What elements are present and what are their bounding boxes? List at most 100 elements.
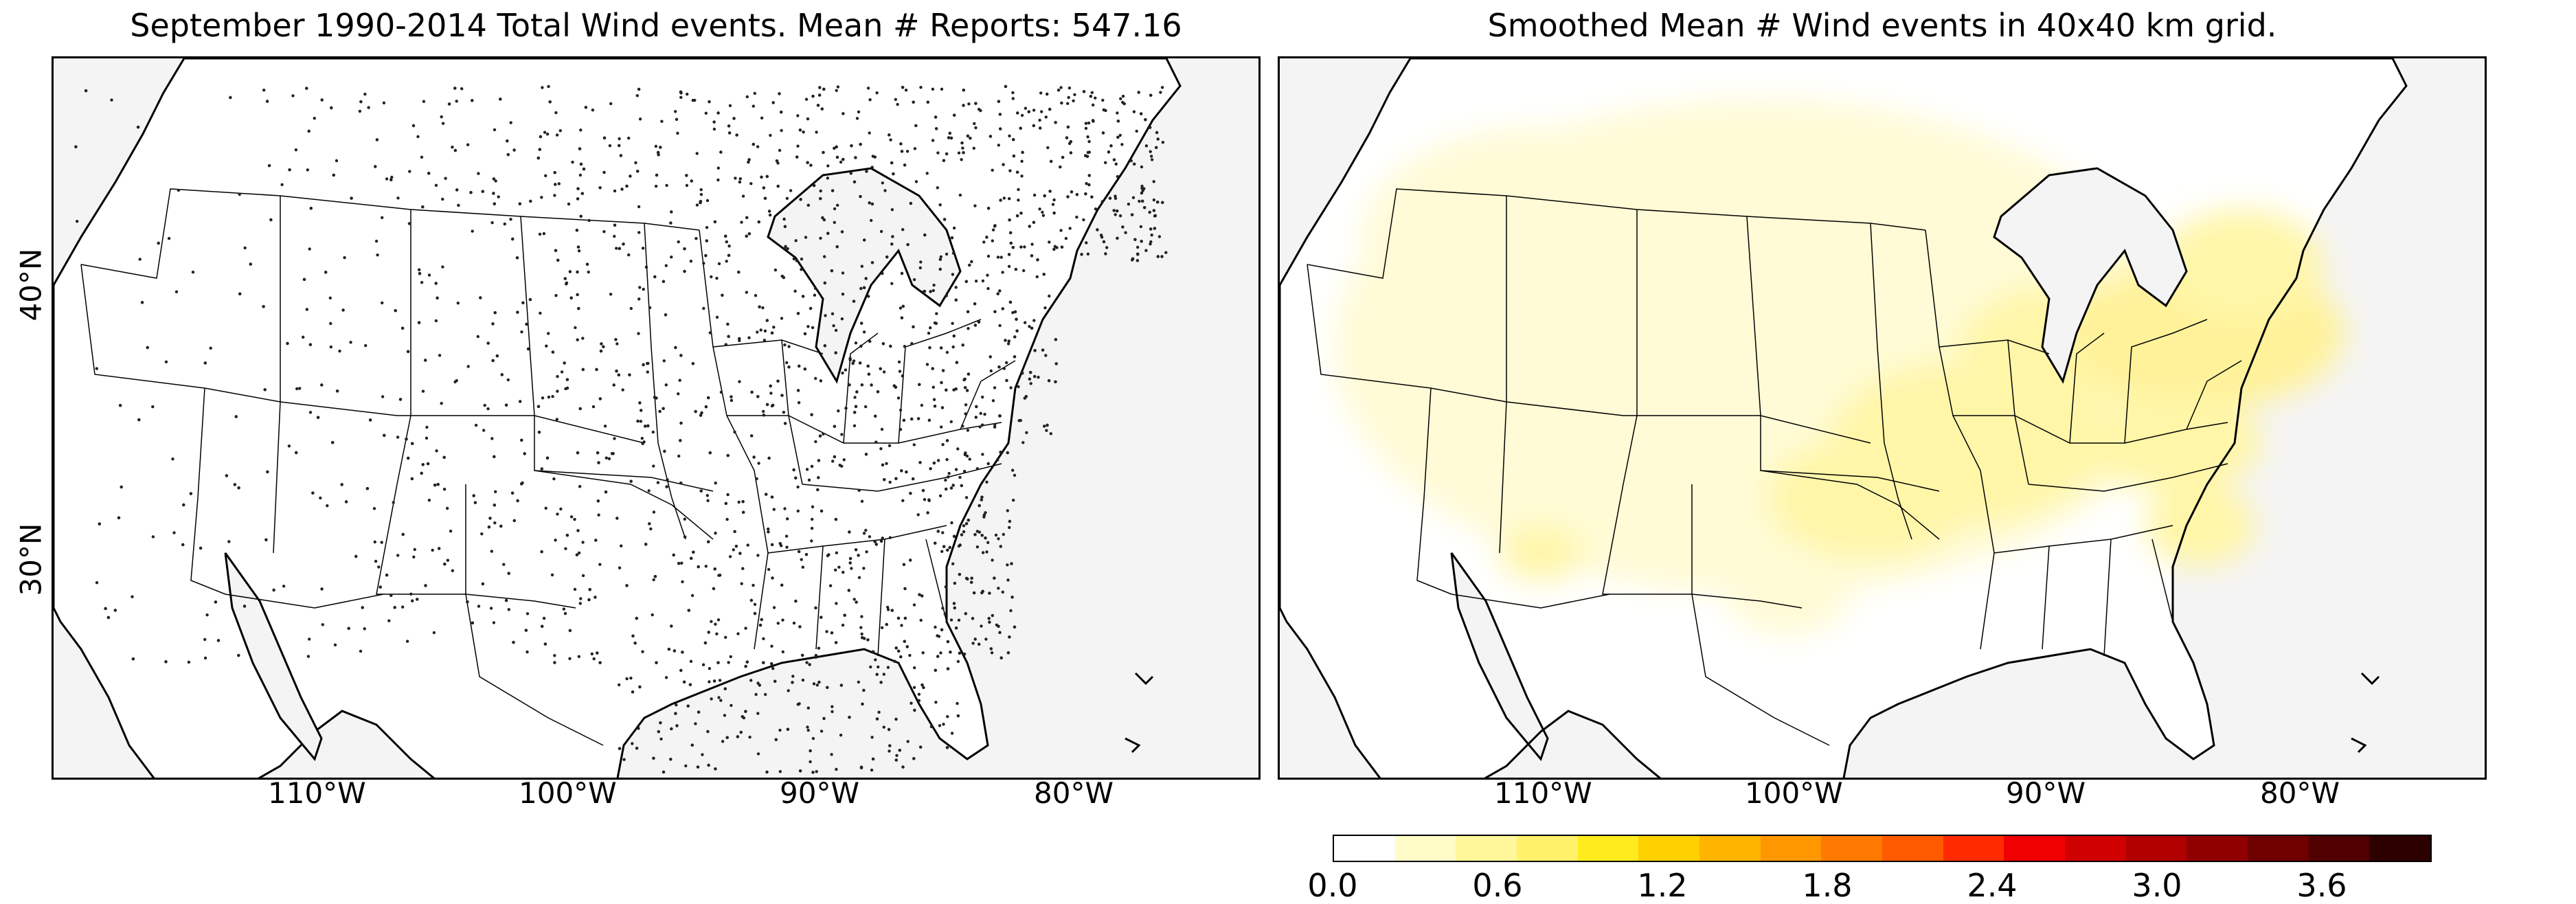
wind-report-point — [1008, 197, 1011, 201]
wind-report-point — [868, 131, 871, 135]
wind-report-point — [942, 545, 946, 548]
wind-report-point — [941, 369, 945, 372]
wind-report-point — [609, 102, 613, 106]
wind-report-point — [575, 553, 579, 556]
wind-report-point — [359, 649, 363, 653]
wind-report-point — [1109, 144, 1113, 148]
wind-report-point — [1048, 107, 1052, 111]
wind-report-point — [511, 237, 515, 241]
wind-report-point — [1112, 158, 1116, 161]
wind-report-point — [736, 632, 740, 635]
wind-report-point — [882, 370, 886, 374]
wind-report-point — [98, 522, 101, 526]
wind-report-point — [894, 385, 898, 389]
wind-report-point — [407, 222, 411, 225]
wind-report-point — [568, 270, 572, 273]
wind-report-point — [796, 144, 800, 148]
wind-report-point — [888, 133, 891, 137]
wind-report-point — [892, 172, 895, 176]
wind-report-point — [699, 192, 703, 196]
wind-report-point — [205, 613, 209, 617]
wind-report-point — [859, 142, 862, 146]
wind-report-point — [748, 735, 752, 739]
wind-report-point — [364, 343, 368, 348]
wind-report-point — [770, 495, 774, 499]
wind-report-point — [929, 290, 932, 293]
wind-report-point — [335, 159, 339, 163]
wind-report-point — [1019, 212, 1023, 215]
wind-report-point — [712, 679, 716, 683]
wind-report-point — [847, 589, 851, 592]
wind-report-point — [831, 312, 835, 315]
wind-report-point — [565, 282, 568, 286]
wind-report-point — [426, 462, 430, 466]
wind-report-point — [848, 716, 851, 719]
wind-report-point — [962, 530, 966, 534]
wind-report-point — [431, 548, 434, 552]
wind-report-point — [938, 258, 942, 261]
wind-report-point — [335, 389, 339, 393]
wind-report-point — [780, 111, 783, 114]
wind-report-point — [816, 104, 820, 107]
wind-report-point — [778, 542, 782, 545]
wind-report-point — [1052, 198, 1056, 202]
wind-report-point — [264, 538, 268, 541]
wind-report-point — [481, 582, 485, 586]
wind-report-point — [755, 477, 758, 481]
wind-report-point — [864, 405, 868, 409]
wind-report-point — [978, 642, 981, 646]
wind-report-point — [509, 121, 512, 124]
wind-report-point — [1036, 258, 1039, 262]
wind-report-point — [398, 398, 403, 401]
wind-report-point — [444, 177, 447, 180]
wind-report-point — [770, 543, 774, 547]
wind-report-point — [984, 536, 987, 540]
wind-report-point — [1012, 138, 1015, 142]
wind-report-point — [359, 100, 363, 104]
wind-report-point — [985, 550, 988, 554]
wind-report-point — [834, 328, 838, 332]
wind-report-point — [773, 679, 777, 683]
wind-report-point — [796, 485, 800, 489]
wind-report-point — [749, 182, 753, 185]
wind-report-point — [726, 453, 730, 457]
wind-report-point — [631, 690, 635, 694]
wind-report-point — [801, 565, 805, 569]
wind-report-point — [385, 574, 389, 577]
wind-report-point — [138, 258, 142, 261]
colorbar-tick-label: 3.0 — [2132, 867, 2182, 904]
wind-report-point — [1132, 110, 1136, 113]
wind-report-point — [725, 736, 729, 739]
wind-report-point — [646, 361, 649, 365]
wind-report-point — [453, 380, 457, 384]
wind-report-point — [136, 125, 140, 129]
wind-report-point — [627, 136, 631, 140]
wind-report-point — [883, 189, 887, 192]
wind-report-point — [716, 661, 720, 664]
wind-report-point — [903, 587, 907, 591]
wind-report-point — [1007, 264, 1011, 268]
wind-report-point — [757, 220, 761, 224]
wind-report-point — [868, 201, 871, 205]
wind-report-point — [1048, 190, 1052, 193]
wind-report-point — [696, 765, 700, 769]
wind-report-point — [775, 159, 779, 163]
wind-report-point — [451, 569, 454, 572]
wind-report-point — [853, 411, 857, 414]
wind-report-point — [734, 177, 737, 180]
wind-report-point — [526, 612, 530, 615]
wind-report-point — [568, 657, 572, 660]
wind-report-point — [640, 436, 644, 440]
wind-report-point — [556, 374, 559, 378]
wind-report-point — [889, 344, 892, 348]
wind-report-point — [889, 138, 892, 142]
wind-report-point — [680, 561, 683, 565]
wind-report-point — [405, 640, 409, 643]
baja-peninsula — [224, 552, 323, 762]
wind-report-point — [597, 513, 600, 517]
wind-report-point — [225, 474, 229, 477]
wind-report-point — [543, 642, 547, 646]
wind-report-point — [1066, 102, 1070, 105]
wind-report-point — [591, 405, 596, 409]
wind-report-point — [539, 311, 542, 315]
